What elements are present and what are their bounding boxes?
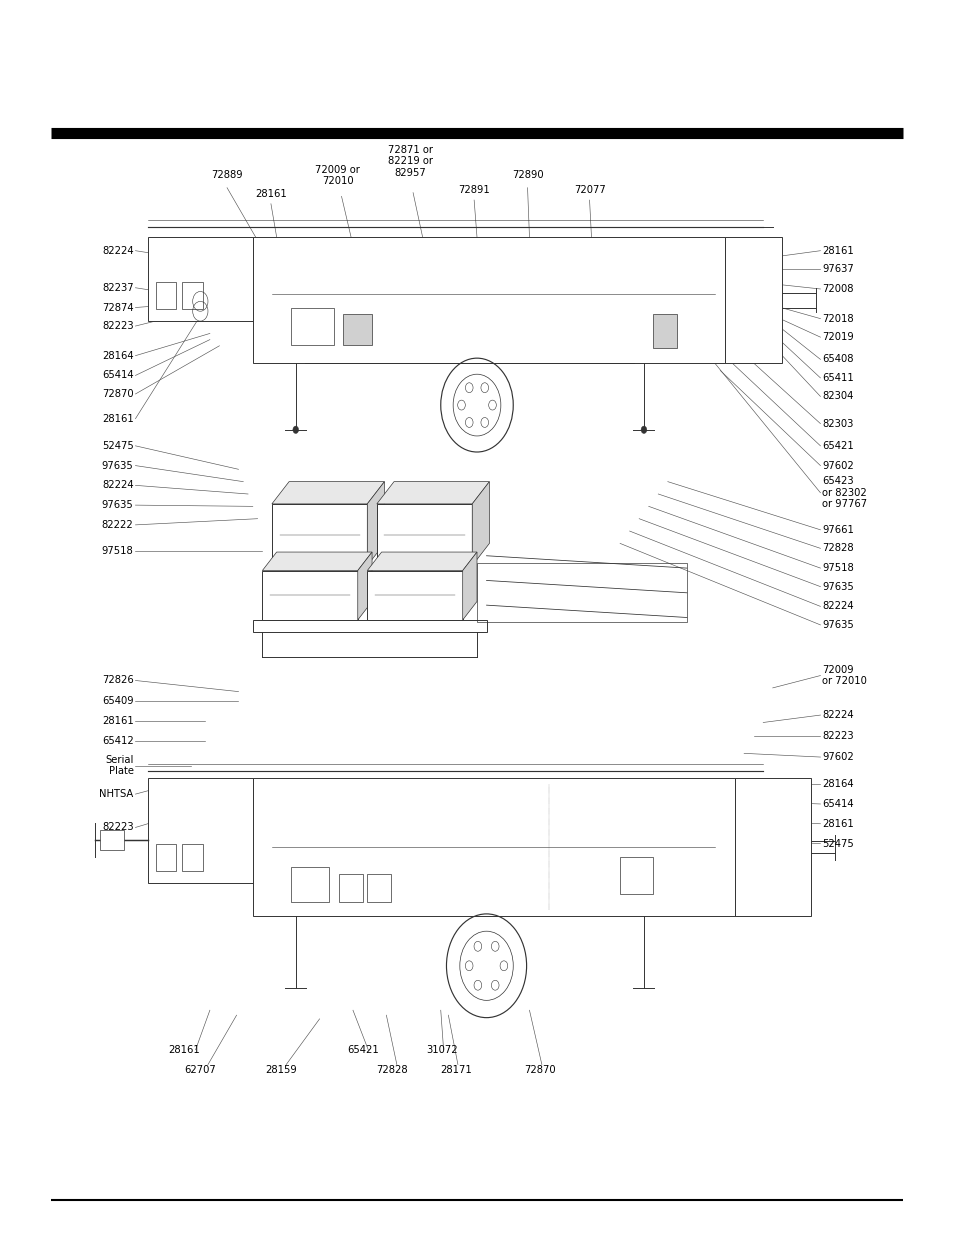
Text: 82237: 82237 <box>102 283 133 293</box>
Circle shape <box>640 426 646 433</box>
Text: 72019: 72019 <box>821 332 853 342</box>
Text: 97635: 97635 <box>102 500 133 510</box>
Polygon shape <box>272 482 384 504</box>
Text: 28164: 28164 <box>102 351 133 361</box>
Bar <box>253 778 734 916</box>
Text: 72871 or
82219 or
82957: 72871 or 82219 or 82957 <box>387 144 433 178</box>
Text: 28159: 28159 <box>265 1065 297 1074</box>
Polygon shape <box>367 482 384 566</box>
Text: 72828: 72828 <box>821 543 853 553</box>
Text: 82304: 82304 <box>821 391 853 401</box>
Text: 82224: 82224 <box>821 601 853 611</box>
Bar <box>253 237 724 363</box>
Text: 28161: 28161 <box>102 414 133 424</box>
Bar <box>734 778 810 916</box>
Text: 82224: 82224 <box>102 480 133 490</box>
Text: 82223: 82223 <box>102 321 133 331</box>
Text: 28161: 28161 <box>821 819 853 829</box>
Text: 65414: 65414 <box>102 370 133 380</box>
Text: 28161: 28161 <box>168 1045 200 1055</box>
Bar <box>653 314 677 348</box>
Bar <box>367 874 391 902</box>
Text: 72018: 72018 <box>821 314 853 324</box>
Text: 97518: 97518 <box>821 563 853 573</box>
Text: 72077: 72077 <box>573 185 605 195</box>
Text: 97635: 97635 <box>102 461 133 471</box>
Polygon shape <box>462 552 476 620</box>
Text: 72870: 72870 <box>102 389 133 399</box>
Polygon shape <box>262 552 372 571</box>
Text: 65408: 65408 <box>821 354 853 364</box>
Text: 82223: 82223 <box>102 823 133 832</box>
Bar <box>724 237 781 363</box>
Bar <box>155 282 176 309</box>
Polygon shape <box>472 482 489 566</box>
Bar <box>291 867 329 902</box>
Bar <box>182 844 203 871</box>
Text: 72890: 72890 <box>511 170 543 180</box>
Bar <box>343 314 372 345</box>
Text: 31072: 31072 <box>425 1045 457 1055</box>
Text: 72009
or 72010: 72009 or 72010 <box>821 664 866 687</box>
Text: 72889: 72889 <box>211 170 243 180</box>
Bar <box>619 857 653 894</box>
Bar <box>338 874 362 902</box>
Polygon shape <box>367 552 476 571</box>
Text: Serial
Plate: Serial Plate <box>105 755 133 777</box>
Text: 82224: 82224 <box>102 246 133 256</box>
Text: 82224: 82224 <box>821 710 853 720</box>
Polygon shape <box>376 482 489 504</box>
Bar <box>155 844 176 871</box>
Text: NHTSA: NHTSA <box>99 789 133 799</box>
Text: 28164: 28164 <box>821 779 853 789</box>
Text: 28161: 28161 <box>102 716 133 726</box>
Text: 72874: 72874 <box>102 303 133 312</box>
Text: 97635: 97635 <box>821 582 853 592</box>
Bar <box>376 504 472 566</box>
Text: 72009 or
72010: 72009 or 72010 <box>314 165 360 186</box>
Text: 97637: 97637 <box>821 264 853 274</box>
Text: 97602: 97602 <box>821 752 853 762</box>
Bar <box>262 571 357 620</box>
Bar <box>272 504 367 566</box>
Bar <box>476 563 686 622</box>
Polygon shape <box>357 552 372 620</box>
Text: 72008: 72008 <box>821 284 853 294</box>
Text: 65421: 65421 <box>347 1045 379 1055</box>
Bar <box>182 282 203 309</box>
Text: 82222: 82222 <box>102 520 133 530</box>
Text: 72870: 72870 <box>523 1065 556 1074</box>
Text: 72826: 72826 <box>102 676 133 685</box>
Text: 97602: 97602 <box>821 461 853 471</box>
Bar <box>148 778 253 883</box>
Text: 28171: 28171 <box>439 1065 472 1074</box>
Text: 28161: 28161 <box>821 246 853 256</box>
Bar <box>148 237 253 321</box>
Text: 62707: 62707 <box>184 1065 216 1074</box>
Text: 72828: 72828 <box>375 1065 408 1074</box>
Text: 65409: 65409 <box>102 697 133 706</box>
Text: 72891: 72891 <box>457 185 490 195</box>
Bar <box>367 571 462 620</box>
Bar <box>291 308 334 345</box>
Text: 97661: 97661 <box>821 525 853 535</box>
Text: 52475: 52475 <box>102 441 133 451</box>
Text: 97635: 97635 <box>821 620 853 630</box>
Text: 65411: 65411 <box>821 373 853 383</box>
Bar <box>253 620 486 632</box>
Text: 82303: 82303 <box>821 419 853 429</box>
Circle shape <box>293 426 298 433</box>
Text: 52475: 52475 <box>821 839 853 848</box>
Text: 65423
or 82302
or 97767: 65423 or 82302 or 97767 <box>821 477 866 509</box>
Text: 65412: 65412 <box>102 736 133 746</box>
Text: 97518: 97518 <box>102 546 133 556</box>
Text: 65414: 65414 <box>821 799 853 809</box>
Bar <box>100 830 124 850</box>
Text: 28161: 28161 <box>254 189 287 199</box>
Text: 65421: 65421 <box>821 441 853 451</box>
Text: 82223: 82223 <box>821 731 853 741</box>
